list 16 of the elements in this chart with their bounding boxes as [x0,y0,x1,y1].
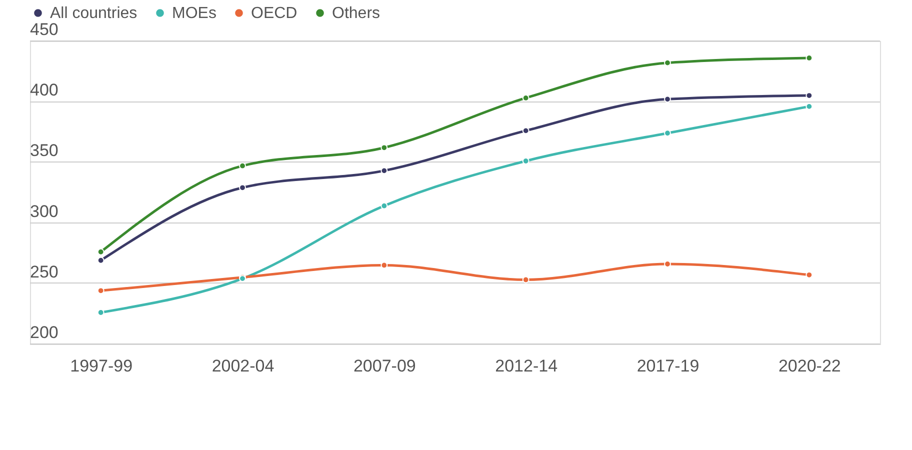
y-tick-label: 200 [30,323,58,342]
legend-label: OECD [251,5,298,22]
legend-label: All countries [50,5,138,22]
x-tick-label: 2017-19 [636,356,700,376]
legend-label: MOEs [172,5,216,22]
y-tick-label: 450 [30,20,58,39]
y-tick-label: 300 [30,202,58,221]
y-tick-label: 250 [30,262,58,282]
x-tick-label: 1997-99 [70,356,133,376]
x-tick-label: 2012-14 [495,356,558,376]
x-tick-label: 2007-09 [353,356,416,376]
y-tick-label: 350 [30,141,58,160]
x-tick-label: 2020-22 [778,356,841,376]
y-tick-label: 400 [30,80,58,100]
x-tick-label: 2002-04 [212,356,274,376]
legend-label: Others [332,5,380,22]
